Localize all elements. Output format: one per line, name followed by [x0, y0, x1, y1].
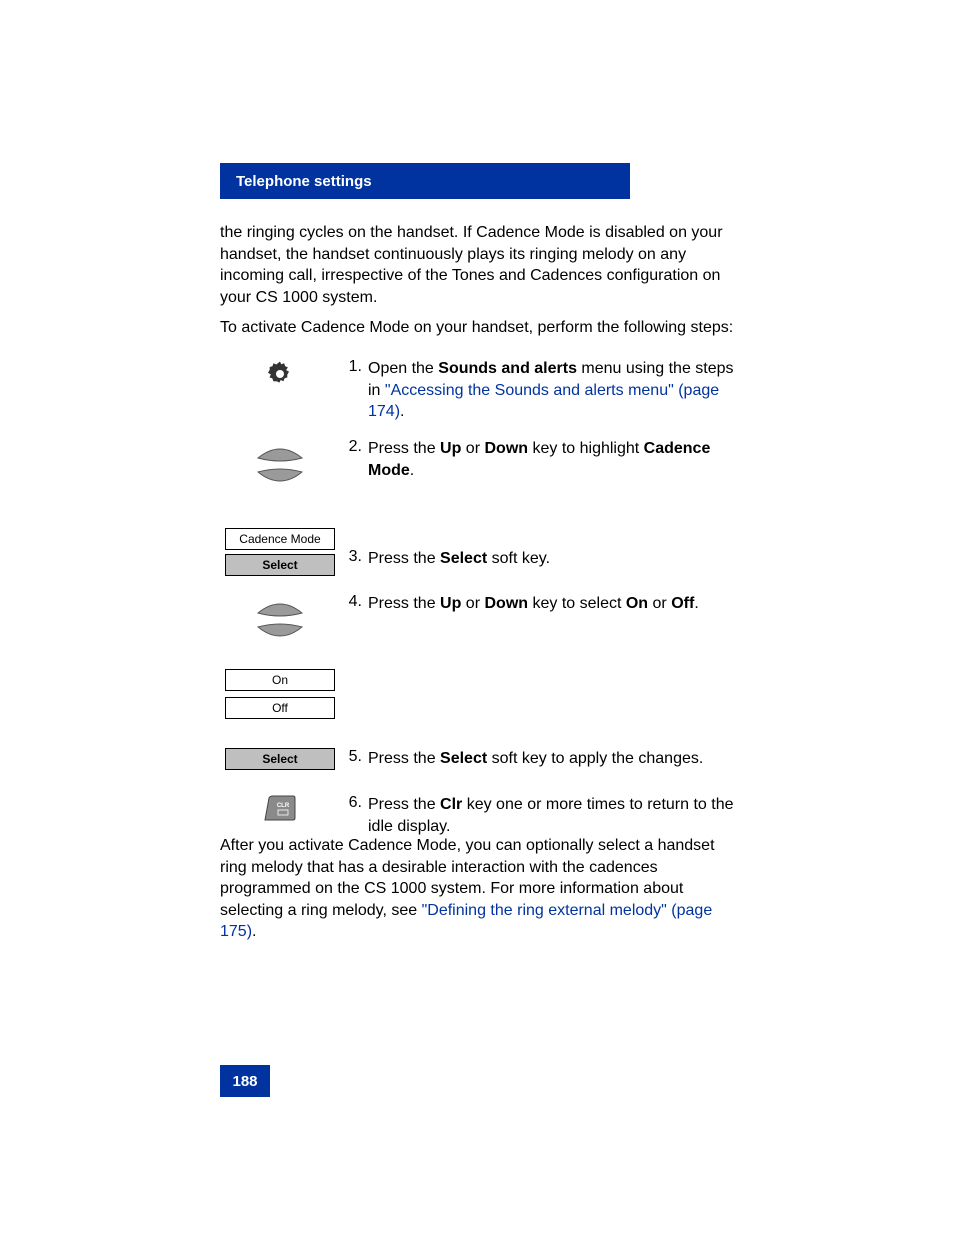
step-3-text: Press the Select soft key. — [368, 528, 740, 570]
page: Telephone settings the ringing cycles on… — [0, 0, 954, 1235]
step-1: 1. Open the Sounds and alerts menu using… — [220, 358, 740, 428]
step-4-icons: On Off — [220, 593, 340, 719]
s6-b1: Clr — [440, 796, 462, 813]
lead-in-text: To activate Cadence Mode on your handset… — [220, 317, 740, 339]
header-title: Telephone settings — [236, 173, 372, 190]
s4-t5: . — [694, 595, 698, 612]
step-1-num: 1. — [340, 358, 368, 376]
s3-t1: Press the — [368, 550, 440, 567]
s2-t3: key to highlight — [528, 440, 644, 457]
settings-icon — [264, 358, 296, 390]
header-bar: Telephone settings — [220, 163, 630, 199]
step-4: On Off 4. Press the Up or Down key to se… — [220, 593, 740, 738]
s4-b3: On — [626, 595, 648, 612]
up-key-icon — [255, 438, 305, 462]
step-2: 2. Press the Up or Down key to highlight… — [220, 438, 740, 518]
step-5-icons: Select — [220, 748, 340, 770]
s4-b1: Up — [440, 595, 461, 612]
s1-t1: Open the — [368, 360, 438, 377]
page-number: 188 — [220, 1065, 270, 1097]
s2-t1: Press the — [368, 440, 440, 457]
s5-t1: Press the — [368, 750, 440, 767]
step-6-text: Press the Clr key one or more times to r… — [368, 794, 740, 837]
step-1-icons — [220, 358, 340, 390]
steps-list: 1. Open the Sounds and alerts menu using… — [220, 350, 740, 854]
off-option-box: Off — [225, 697, 335, 719]
select-softkey-box: Select — [225, 748, 335, 770]
s1-t3: . — [400, 403, 404, 420]
svg-text:CLR: CLR — [277, 803, 290, 809]
s1-link[interactable]: "Accessing the Sounds and alerts menu" (… — [368, 382, 719, 421]
up-key-icon — [255, 593, 305, 617]
step-2-icons — [220, 438, 340, 492]
down-key-icon — [255, 623, 305, 647]
step-3: Cadence Mode Select 3. Press the Select … — [220, 528, 740, 583]
s4-b2: Down — [484, 595, 528, 612]
s2-b2: Down — [484, 440, 528, 457]
s1-bold1: Sounds and alerts — [438, 360, 577, 377]
step-3-num: 3. — [340, 528, 368, 566]
step-5-text: Press the Select soft key to apply the c… — [368, 748, 740, 770]
s2-b1: Up — [440, 440, 461, 457]
s4-t2: or — [461, 595, 484, 612]
s5-b1: Select — [440, 750, 487, 767]
s4-t4: or — [648, 595, 671, 612]
step-4-num: 4. — [340, 593, 368, 611]
outro-paragraph: After you activate Cadence Mode, you can… — [220, 835, 740, 943]
step-2-num: 2. — [340, 438, 368, 456]
step-6-num: 6. — [340, 794, 368, 812]
step-3-icons: Cadence Mode Select — [220, 528, 340, 576]
intro-paragraph: the ringing cycles on the handset. If Ca… — [220, 222, 740, 308]
step-4-text: Press the Up or Down key to select On or… — [368, 593, 740, 615]
s2-t4: . — [410, 462, 414, 479]
step-1-text: Open the Sounds and alerts menu using th… — [368, 358, 740, 423]
s4-t1: Press the — [368, 595, 440, 612]
s4-t3: key to select — [528, 595, 626, 612]
outro-t2: . — [252, 923, 256, 940]
select-softkey-box: Select — [225, 554, 335, 576]
s2-t2: or — [461, 440, 484, 457]
cadence-mode-box: Cadence Mode — [225, 528, 335, 550]
step-5: Select 5. Press the Select soft key to a… — [220, 748, 740, 784]
s3-b1: Select — [440, 550, 487, 567]
step-6-icons: CLR — [220, 794, 340, 822]
on-option-box: On — [225, 669, 335, 691]
s5-t2: soft key to apply the changes. — [487, 750, 703, 767]
s6-t1: Press the — [368, 796, 440, 813]
s4-b4: Off — [671, 595, 694, 612]
step-2-text: Press the Up or Down key to highlight Ca… — [368, 438, 740, 481]
s3-t2: soft key. — [487, 550, 550, 567]
clr-key-icon: CLR — [263, 794, 297, 822]
down-key-icon — [255, 468, 305, 492]
step-5-num: 5. — [340, 748, 368, 766]
